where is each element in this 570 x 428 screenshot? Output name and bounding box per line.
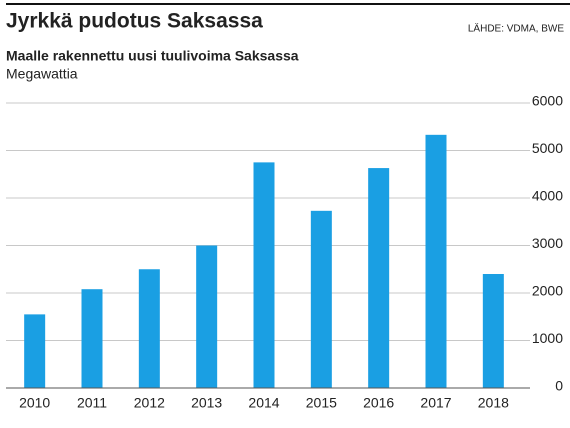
bar	[24, 314, 46, 388]
y-tick-label: 1000	[532, 330, 563, 346]
y-tick-label: 4000	[532, 188, 563, 204]
x-tick-label: 2013	[191, 395, 222, 411]
bar	[138, 269, 160, 388]
y-tick-label: 2000	[532, 283, 563, 299]
y-tick-label: 6000	[532, 93, 563, 109]
x-tick-label: 2017	[420, 395, 451, 411]
bar	[196, 245, 218, 388]
x-tick-label: 2014	[248, 395, 279, 411]
bar	[253, 162, 275, 388]
y-tick-label: 3000	[532, 235, 563, 251]
source: LÄHDE: VDMA, BWE	[468, 23, 564, 35]
bar	[81, 289, 103, 388]
bar	[310, 210, 332, 388]
bar	[368, 168, 390, 388]
x-tick-label: 2016	[363, 395, 394, 411]
x-tick-label: 2012	[134, 395, 165, 411]
x-tick-label: 2015	[306, 395, 337, 411]
subtitle: Maalle rakennettu uusi tuulivoima Saksas…	[6, 48, 299, 64]
y-tick-label: 0	[555, 378, 563, 394]
unit: Megawattia	[6, 66, 78, 82]
x-tick-label: 2018	[478, 395, 509, 411]
chart-title: Jyrkkä pudotus Saksassa	[6, 10, 263, 33]
bar	[425, 134, 447, 388]
x-tick-label: 2011	[77, 395, 107, 411]
y-tick-label: 5000	[532, 140, 563, 156]
x-tick-label: 2010	[19, 395, 50, 411]
bar	[482, 274, 504, 388]
